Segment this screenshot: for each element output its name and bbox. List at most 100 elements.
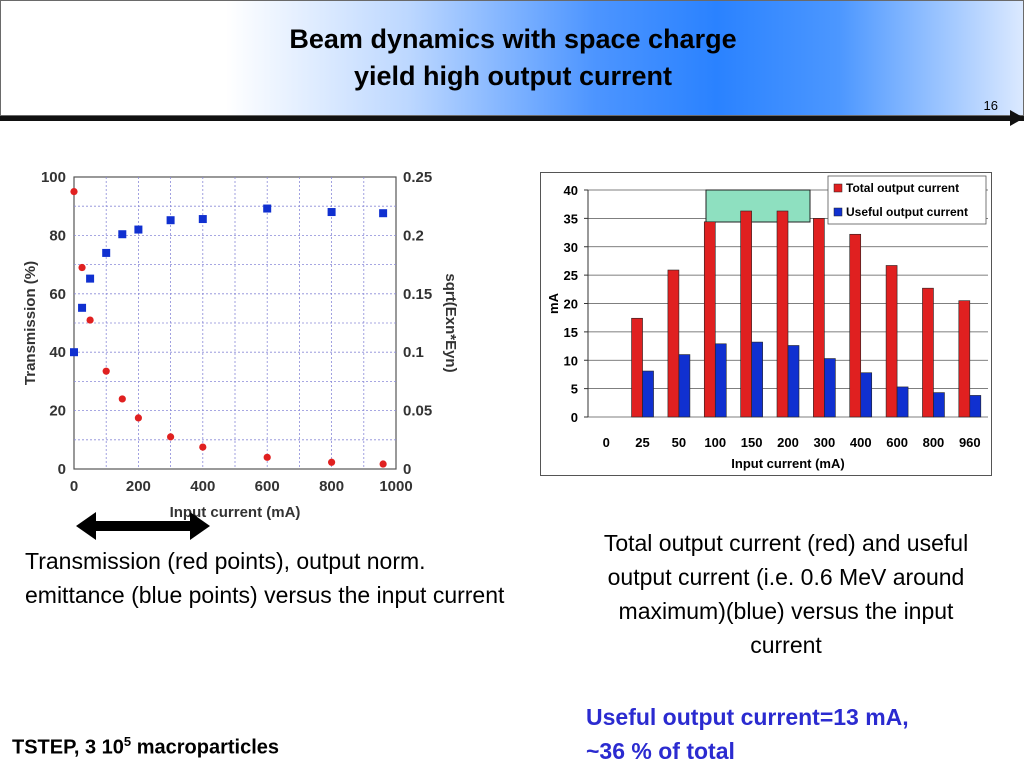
- total-current-bar: [958, 300, 971, 418]
- transmission-point: [70, 188, 78, 196]
- y-tick-label: 60: [49, 286, 66, 303]
- header-rule: [0, 116, 1024, 121]
- y2-tick-label: 0.1: [403, 344, 424, 361]
- emittance-point: [166, 216, 175, 225]
- y-tick-label: 30: [564, 240, 578, 255]
- y-tick-label: 20: [564, 297, 578, 312]
- transmission-point: [263, 453, 271, 461]
- x-tick-label: 400: [850, 435, 872, 450]
- x-tick-label: 200: [777, 435, 799, 450]
- total-current-bar: [813, 218, 825, 418]
- highlight-line-1: Useful output current=13 mA,: [586, 704, 909, 730]
- transmission-point: [134, 414, 142, 422]
- title-line-1: Beam dynamics with space charge: [289, 24, 737, 54]
- highlight-line-2: ~36 % of total: [586, 738, 735, 764]
- x-axis-label: Input current (mA): [170, 504, 301, 520]
- total-current-bar: [885, 265, 898, 418]
- y-tick-label: 100: [41, 169, 66, 186]
- y-tick-label: 35: [564, 211, 578, 226]
- y-tick-label: 25: [564, 268, 578, 283]
- transmission-point: [328, 458, 336, 466]
- y-tick-label: 40: [49, 344, 66, 361]
- y-tick-label: 80: [49, 227, 66, 244]
- total-current-bar: [922, 287, 934, 418]
- slide-header: Beam dynamics with space charge yield hi…: [0, 0, 1024, 116]
- useful-current-bar: [787, 345, 800, 418]
- x-tick-label: 100: [704, 435, 726, 450]
- slide-number: 16: [983, 98, 998, 113]
- x-tick-label: 200: [126, 478, 151, 495]
- x-tick-label: 600: [255, 478, 280, 495]
- header-rule-arrowhead: [1010, 110, 1024, 126]
- y-tick-label: 15: [564, 325, 578, 340]
- useful-current-bar: [678, 354, 691, 418]
- total-current-bar: [667, 269, 680, 418]
- transmission-point: [199, 443, 207, 451]
- range-double-arrow: [76, 512, 210, 540]
- x-tick-label: 50: [672, 435, 686, 450]
- legend-label: Total output current: [846, 181, 959, 195]
- legend-swatch: [833, 207, 843, 217]
- footer-exponent: 5: [123, 734, 132, 749]
- x-tick-label: 150: [741, 435, 763, 450]
- y-tick-label: 10: [564, 353, 578, 368]
- useful-current-bar: [933, 392, 945, 418]
- footer-suffix: macroparticles: [131, 736, 280, 759]
- y2-tick-label: 0.2: [403, 227, 424, 244]
- transmission-emittance-chart: 0 200 400 600 800 100002040608010000.050.10.1…: [22, 169, 459, 520]
- transmission-point: [167, 433, 175, 441]
- transmission-point: [86, 316, 94, 324]
- y-tick-label: 0: [58, 461, 66, 478]
- y-axis-label: mA: [546, 292, 561, 314]
- useful-current-bar: [969, 395, 982, 418]
- emittance-point: [86, 274, 95, 283]
- legend-box: [827, 175, 987, 225]
- useful-current-bar: [824, 358, 836, 418]
- x-tick-label: 0: [70, 478, 78, 495]
- useful-current-highlight: Useful output current=13 mA, ~36 % of to…: [586, 700, 1016, 768]
- emittance-point: [134, 225, 143, 234]
- emittance-point: [78, 303, 87, 312]
- emittance-point: [198, 215, 207, 224]
- highlight-box: [705, 189, 811, 223]
- title-line-2: yield high output current: [354, 61, 672, 91]
- x-tick-label: 25: [635, 435, 649, 450]
- x-axis-label: Input current (mA): [731, 456, 844, 471]
- x-tick-label: 600: [886, 435, 908, 450]
- x-tick-label: 1000: [379, 478, 412, 495]
- y-tick-label: 20: [49, 403, 66, 420]
- x-tick-label: 400: [190, 478, 215, 495]
- footer-prefix: TSTEP, 3 10: [12, 736, 124, 759]
- total-current-bar: [740, 210, 752, 418]
- transmission-point: [78, 263, 86, 272]
- y-tick-label: 0: [571, 410, 578, 425]
- emittance-point: [379, 209, 388, 218]
- total-current-bar: [703, 221, 716, 418]
- total-current-bar: [849, 233, 862, 418]
- useful-current-bar: [896, 386, 909, 418]
- x-tick-label: 800: [923, 435, 945, 450]
- transmission-point: [118, 395, 126, 403]
- transmission-point: [102, 367, 110, 375]
- useful-current-bar: [860, 372, 873, 418]
- useful-current-bar: [751, 341, 763, 418]
- useful-current-bar: [714, 343, 727, 418]
- emittance-point: [70, 348, 78, 357]
- total-current-bar: [776, 210, 789, 418]
- slide-title: Beam dynamics with space charge yield hi…: [1, 21, 1024, 95]
- total-current-bar: [631, 317, 643, 418]
- y-tick-label: 40: [564, 183, 578, 198]
- transmission-point: [379, 460, 387, 468]
- x-tick-label: 0: [603, 435, 610, 450]
- emittance-point: [263, 204, 272, 213]
- useful-current-bar: [642, 370, 654, 418]
- x-tick-label: 960: [959, 435, 981, 450]
- right-chart-caption: Total output current (red) and useful ou…: [603, 530, 969, 658]
- legend-swatch: [833, 183, 843, 193]
- emittance-point: [327, 208, 336, 217]
- y-tick-label: 5: [571, 382, 578, 397]
- output-current-chart: 0 5 10 15 20 25 30 35 40 mA 0 25 50 100 150 200 300 400 60…: [540, 172, 992, 476]
- legend-label: Useful output current: [846, 205, 968, 219]
- y2-tick-label: 0.25: [403, 169, 432, 186]
- y2-tick-label: 0.05: [403, 403, 432, 420]
